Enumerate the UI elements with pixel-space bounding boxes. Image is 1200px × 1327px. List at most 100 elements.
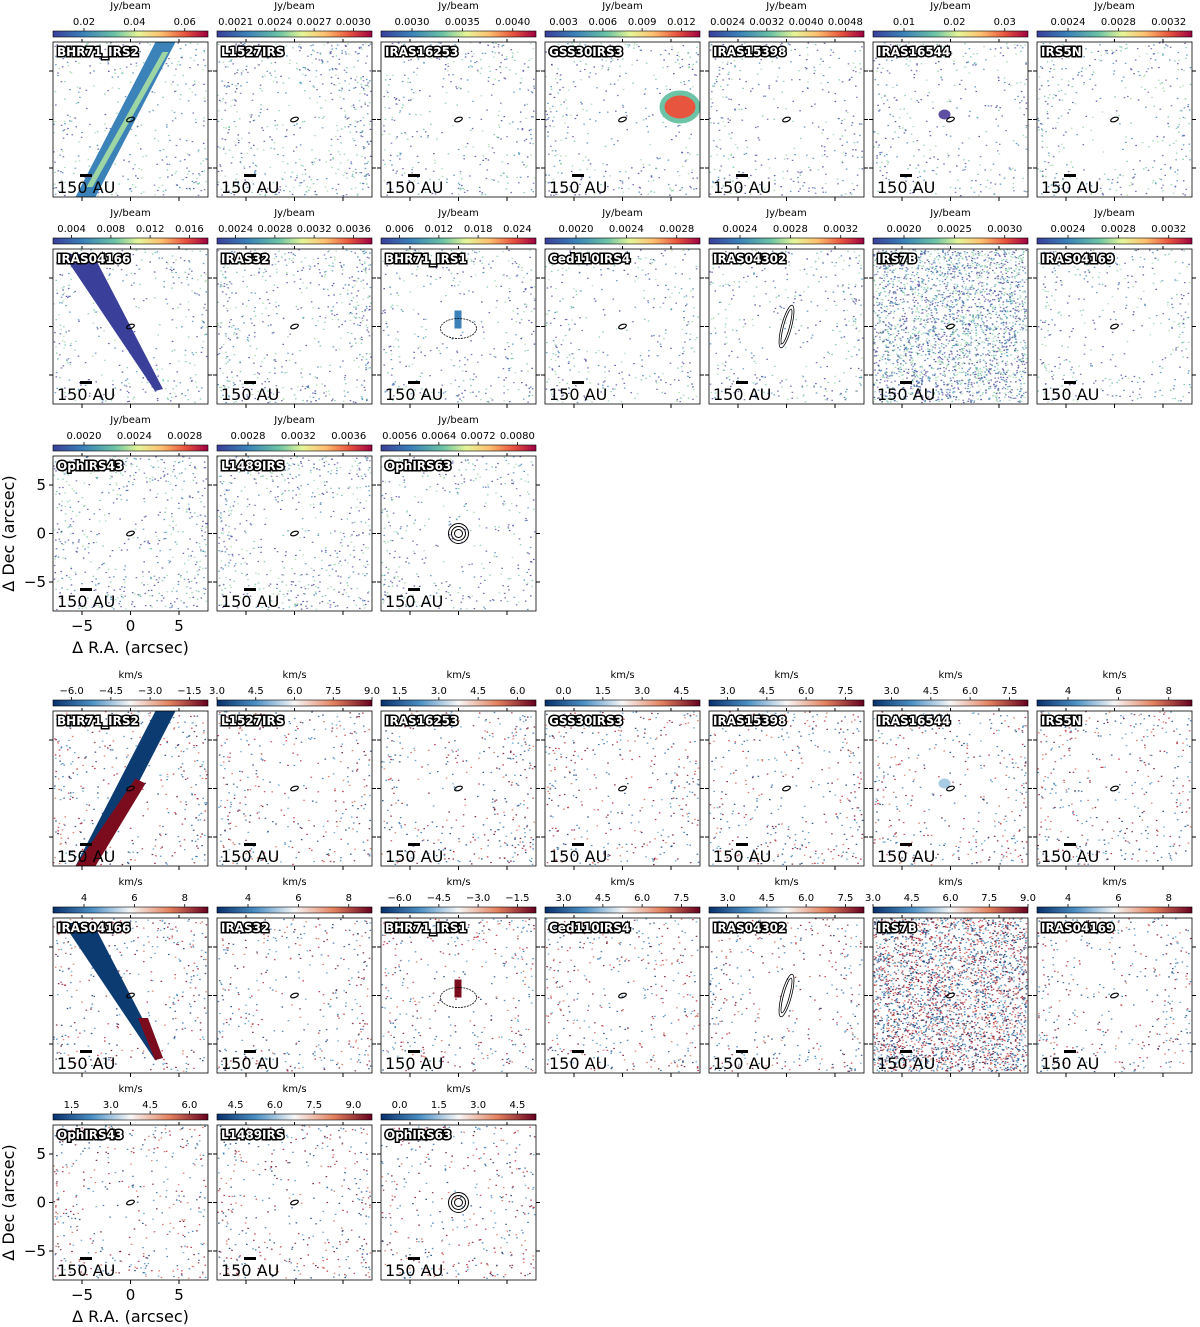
x-tick-label: −5 [71, 617, 93, 635]
colorbar-tick-label: 4.5 [759, 686, 775, 697]
panel-name: L1489IRS [221, 1128, 284, 1142]
scale-bar [736, 843, 748, 846]
noise [389, 42, 535, 193]
colorbar-tick-label: 8 [182, 893, 188, 904]
colorbar-tick-label: 4.5 [595, 893, 611, 904]
colorbar-tick-label: −4.5 [99, 686, 123, 697]
panel-name: OphIRS43 [57, 1128, 123, 1142]
scale-bar-label: 150 AU [713, 385, 771, 404]
map-panel: Jy/beam 0.0056 0.0064 0.0072 0.0080 OphIRS63 1… [377, 415, 540, 615]
noise [873, 918, 1028, 1072]
map-panel: Jy/beam 0.0020 0.0024 0.0028 Ced110IRS4 150 A… [541, 208, 704, 408]
noise [53, 919, 207, 1072]
contour [1110, 116, 1119, 123]
panel-name: Ced110IRS4 [549, 921, 630, 935]
colorbar-unit: Jy/beam [601, 1, 643, 12]
scale-bar-label: 150 AU [57, 847, 115, 866]
panel-name: IRS5N [1041, 714, 1082, 728]
map-background [217, 711, 372, 866]
colorbar-tick-label: 0.02 [73, 17, 95, 28]
scale-bar-label: 150 AU [1041, 1054, 1099, 1073]
noise [382, 918, 534, 1072]
map-panel: km/s 4 6 8 IRS5N 150 AU [1033, 670, 1196, 870]
colorbar-tick-label: 0.0032 [281, 431, 316, 442]
scale-bar [408, 174, 420, 177]
colorbar-tick-label: 3.0 [634, 686, 650, 697]
colorbar-tick-label: 3.0 [865, 893, 881, 904]
panel-name: IRAS16253 [385, 45, 458, 59]
colorbar-tick-label: 0.0030 [987, 224, 1022, 235]
contour [451, 1195, 466, 1210]
colorbar-tick-label: 0.0024 [723, 224, 758, 235]
colorbar-tick-label: 0.02 [943, 17, 965, 28]
scale-bar [80, 843, 92, 846]
colorbar-unit: Jy/beam [437, 415, 479, 426]
y-tick-label: 5 [36, 1145, 46, 1163]
colorbar-unit: km/s [118, 877, 142, 888]
scale-bar [1064, 843, 1076, 846]
scale-bar [80, 1050, 92, 1053]
map-panel: km/s 0.0 1.5 3.0 4.5 OphIRS63 150 AU [377, 1084, 540, 1284]
scale-bar-label: 150 AU [385, 385, 443, 404]
map-panel: Jy/beam 0.01 0.02 0.03 IRAS16544 150 AU [869, 1, 1032, 201]
panel-name: IRAS04302 [713, 921, 786, 935]
colorbar [1036, 699, 1193, 707]
colorbar-tick-label: 0.006 [385, 224, 414, 235]
colorbar-tick-label: 0.0032 [823, 224, 858, 235]
colorbar-tick-label: 4.5 [228, 1100, 244, 1111]
colorbar-tick-label: 0.0025 [937, 224, 972, 235]
panel-name: L1527IRS [221, 714, 284, 728]
map-panel: Jy/beam 0.003 0.006 0.009 0.012 GSS30IRS3 150 … [541, 1, 704, 201]
contour [1110, 323, 1119, 330]
colorbar [708, 699, 865, 707]
colorbar-tick-label: 4.5 [248, 686, 264, 697]
colorbar-tick-label: 0.0024 [609, 224, 644, 235]
colorbar-tick-label: 7.5 [306, 1100, 322, 1111]
scale-bar [900, 174, 912, 177]
contour [618, 785, 627, 792]
map-panel: Jy/beam 0.0024 0.0028 0.0032 0.0036 IRAS32 150… [213, 208, 376, 408]
colorbar-unit: Jy/beam [929, 208, 971, 219]
colorbar-unit: km/s [774, 877, 798, 888]
colorbar-tick-label: 9.0 [345, 1100, 361, 1111]
map-panel: km/s 1.5 3.0 4.5 6.0 IRAS16253 150 AU [377, 670, 540, 870]
colorbar-tick-label: 3.0 [470, 1100, 486, 1111]
colorbar-tick-label: 6.0 [267, 1100, 283, 1111]
colorbar-tick-label: 0.009 [628, 17, 657, 28]
map-panel: km/s 0.0 1.5 3.0 4.5 GSS30IRS3 150 AU [541, 670, 704, 870]
map-panel: km/s 3.0 4.5 6.0 7.5 9.0 L1527IRS 150 AU [209, 670, 380, 870]
colorbar-tick-label: −6.0 [387, 893, 411, 904]
noise [873, 918, 1027, 1072]
map-background [217, 918, 372, 1073]
colorbar-unit: km/s [282, 1084, 306, 1095]
noise [381, 925, 534, 1069]
colorbar [1036, 906, 1193, 914]
scale-bar [1064, 381, 1076, 384]
colorbar-tick-label: 0.018 [464, 224, 493, 235]
colorbar-tick-label: 0.0030 [336, 17, 371, 28]
colorbar-tick-label: 0.0028 [659, 224, 694, 235]
colorbar [872, 906, 1029, 914]
scale-bar [408, 843, 420, 846]
colorbar [216, 1113, 373, 1121]
colorbar-tick-label: 0.0028 [1101, 224, 1136, 235]
contour [782, 116, 791, 123]
scale-bar [1064, 174, 1076, 177]
colorbar-unit: km/s [938, 877, 962, 888]
colorbar-unit: km/s [774, 670, 798, 681]
colorbar-tick-label: 6 [295, 893, 301, 904]
colorbar-tick-label: 0.0032 [749, 17, 784, 28]
colorbar-tick-label: 0.0040 [789, 17, 824, 28]
scale-bar-label: 150 AU [549, 178, 607, 197]
colorbar-tick-label: 4 [245, 893, 251, 904]
scale-bar-label: 150 AU [877, 385, 935, 404]
map-background [217, 1125, 372, 1280]
map-background [873, 42, 1028, 197]
colorbar-tick-label: −3.0 [466, 893, 490, 904]
contour [778, 304, 795, 349]
colorbar-tick-label: 0.0040 [495, 17, 530, 28]
map-panel: km/s 4.5 6.0 7.5 9.0 L1489IRS 150 AU [213, 1084, 376, 1284]
colorbar-tick-label: 0.008 [97, 224, 126, 235]
colorbar-tick-label: 4 [81, 893, 87, 904]
colorbar [872, 237, 1029, 245]
